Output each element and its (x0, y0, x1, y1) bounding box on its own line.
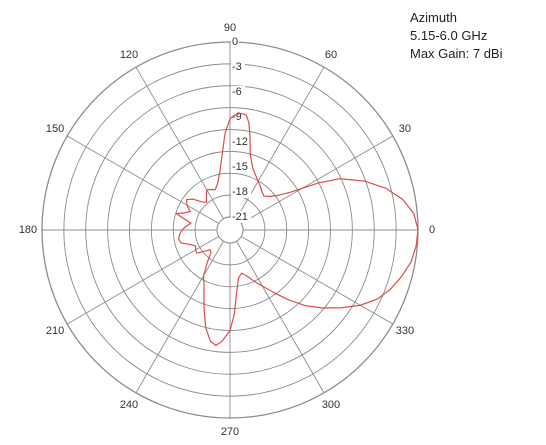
radial-label-bg (231, 36, 239, 48)
angle-label-180: 180 (19, 224, 37, 236)
radial-label--3: -3 (232, 61, 242, 73)
angle-label-150: 150 (46, 123, 64, 135)
angle-label-90: 90 (224, 22, 236, 34)
radial-label--18: -18 (232, 186, 248, 198)
angle-label-30: 30 (399, 123, 411, 135)
inner-ring (216, 216, 244, 244)
radial-label-bg (231, 186, 251, 198)
grid-ring (63, 63, 397, 397)
angle-labels: 0 30 60 90 120 150 180 210 240 270 300 330 (19, 22, 435, 438)
curve-layer (175, 112, 419, 347)
radial-label-bg (231, 136, 251, 148)
angle-label-210: 210 (46, 325, 64, 337)
radial-label-bg (231, 211, 251, 223)
radial-label-bg (231, 161, 251, 173)
grid-ring (85, 85, 375, 375)
angle-label-120: 120 (120, 49, 138, 61)
radial-label--6: -6 (232, 86, 242, 98)
legend: Azimuth 5.15-6.0 GHz Max Gain: 7 dBi (410, 9, 503, 63)
radial-label--9: -9 (232, 111, 242, 123)
radial-label--15: -15 (232, 161, 248, 173)
angle-label-240: 240 (120, 399, 138, 411)
grid-ring (172, 172, 288, 288)
angle-label-270: 270 (221, 426, 239, 438)
radial-label--12: -12 (232, 136, 248, 148)
radial-label-0: 0 (232, 36, 238, 48)
radial-label-bg (231, 86, 245, 98)
grid-ring (194, 194, 266, 266)
radial-label-bg (231, 61, 245, 73)
polar-grid (41, 41, 419, 419)
angle-label-300: 300 (322, 399, 340, 411)
legend-line-azimuth: Azimuth (410, 10, 457, 25)
angle-label-330: 330 (396, 325, 414, 337)
angle-label-0: 0 (429, 224, 435, 236)
gain-curve-0 (175, 112, 419, 347)
legend-line-max-gain: Max Gain: 7 dBi (410, 46, 503, 61)
grid-ring (107, 107, 353, 353)
angle-label-60: 60 (325, 49, 337, 61)
radial-label--21: -21 (232, 211, 248, 223)
grid-ring (150, 150, 310, 310)
legend-line-frequency: 5.15-6.0 GHz (410, 28, 488, 43)
